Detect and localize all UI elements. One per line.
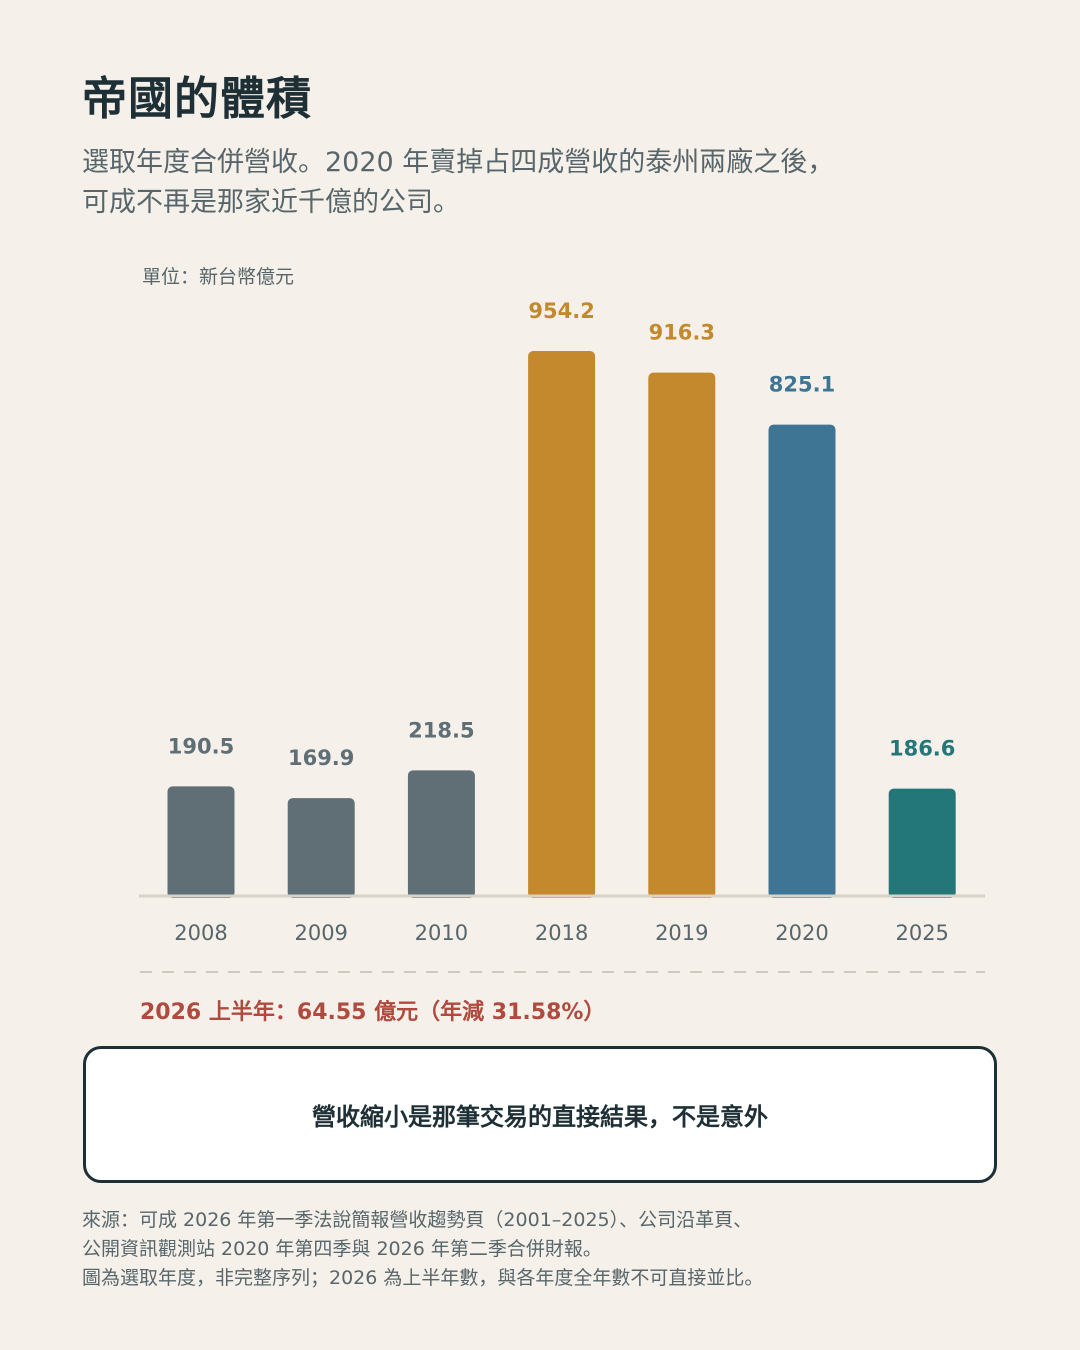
source-line-1: 來源：可成 2026 年第一季法說簡報營收趨勢頁（2001–2025）、公司沿革… (82, 1209, 753, 1231)
value-label-2025: 186.6 (889, 737, 955, 761)
bar-2010 (407, 770, 475, 898)
bar-2018 (528, 351, 596, 898)
callout-box: 營收縮小是那筆交易的直接結果，不是意外 (83, 1046, 997, 1183)
value-label-2019: 916.3 (649, 321, 715, 345)
value-label-2008: 190.5 (168, 734, 234, 758)
unit-label: 單位：新台幣億元 (142, 266, 295, 288)
bar-2025 (888, 788, 956, 898)
subtitle-line-1: 選取年度合併營收。2020 年賣掉占四成營收的泰州兩廠之後， (82, 147, 835, 178)
source-line-2: 公開資訊觀測站 2020 年第四季與 2026 年第二季合併財報。 (82, 1238, 602, 1260)
bar-chart: 190.5 2008 169.9 2009 218.5 2010 954.2 2018 916.… (139, 299, 985, 973)
x-tick-label-2018: 2018 (535, 921, 588, 945)
subtitle-line-2: 可成不再是那家近千億的公司。 (82, 187, 460, 218)
bar-2019 (648, 372, 716, 899)
x-tick-label-2010: 2010 (415, 921, 468, 945)
x-tick-label-2025: 2025 (895, 921, 948, 945)
bar-2020 (768, 424, 836, 898)
x-tick-label-2009: 2009 (294, 921, 347, 945)
value-label-2020: 825.1 (769, 373, 835, 397)
x-tick-label-2019: 2019 (655, 921, 708, 945)
chart-title: 帝國的體積 (82, 72, 313, 125)
note-2026-half-year: 2026 上半年：64.55 億元（年減 31.58%） (140, 1000, 606, 1025)
value-label-2009: 169.9 (288, 746, 354, 770)
source-note: 來源：可成 2026 年第一季法說簡報營收趨勢頁（2001–2025）、公司沿革… (82, 1206, 1002, 1293)
x-tick-label-2008: 2008 (174, 921, 227, 945)
x-tick-label-2020: 2020 (775, 921, 828, 945)
value-label-2018: 954.2 (528, 299, 594, 323)
source-line-3: 圖為選取年度，非完整序列；2026 為上半年數，與各年度全年數不可直接並比。 (82, 1267, 764, 1289)
bar-2008 (167, 786, 235, 898)
value-label-2010: 218.5 (408, 718, 474, 742)
bar-2009 (287, 798, 355, 898)
callout-text: 營收縮小是那筆交易的直接結果，不是意外 (312, 1103, 768, 1131)
chart-subtitle: 選取年度合併營收。2020 年賣掉占四成營收的泰州兩廠之後， 可成不再是那家近千… (82, 143, 982, 223)
